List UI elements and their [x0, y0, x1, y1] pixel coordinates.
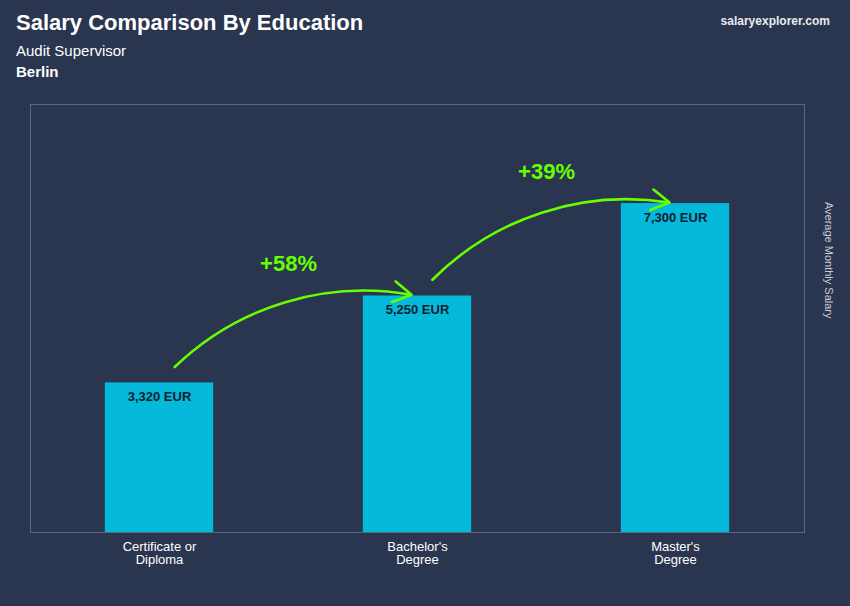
svg-text:Bachelor'sDegree: Bachelor'sDegree: [387, 539, 448, 567]
svg-text:Master'sDegree: Master'sDegree: [651, 539, 700, 567]
html-text:Salary Comparison By Education: Salary Comparison By Education: [16, 10, 364, 35]
svg-text:5,250 EUR: 5,250 EUR: [386, 302, 450, 317]
html-text:Berlin: Berlin: [16, 63, 59, 80]
svg-text:Certificate orDiploma: Certificate orDiploma: [123, 539, 197, 567]
html-text:Audit Supervisor: Audit Supervisor: [16, 42, 127, 59]
svg-text:+39%: +39%: [518, 159, 575, 184]
svg-text:Average Monthly Salary: Average Monthly Salary: [823, 202, 835, 319]
svg-text:+58%: +58%: [260, 251, 317, 276]
svg-text:7,300 EUR: 7,300 EUR: [644, 210, 708, 225]
html-text:salaryexplorer.com: salaryexplorer.com: [720, 14, 830, 28]
svg-text:3,320 EUR: 3,320 EUR: [128, 389, 192, 404]
